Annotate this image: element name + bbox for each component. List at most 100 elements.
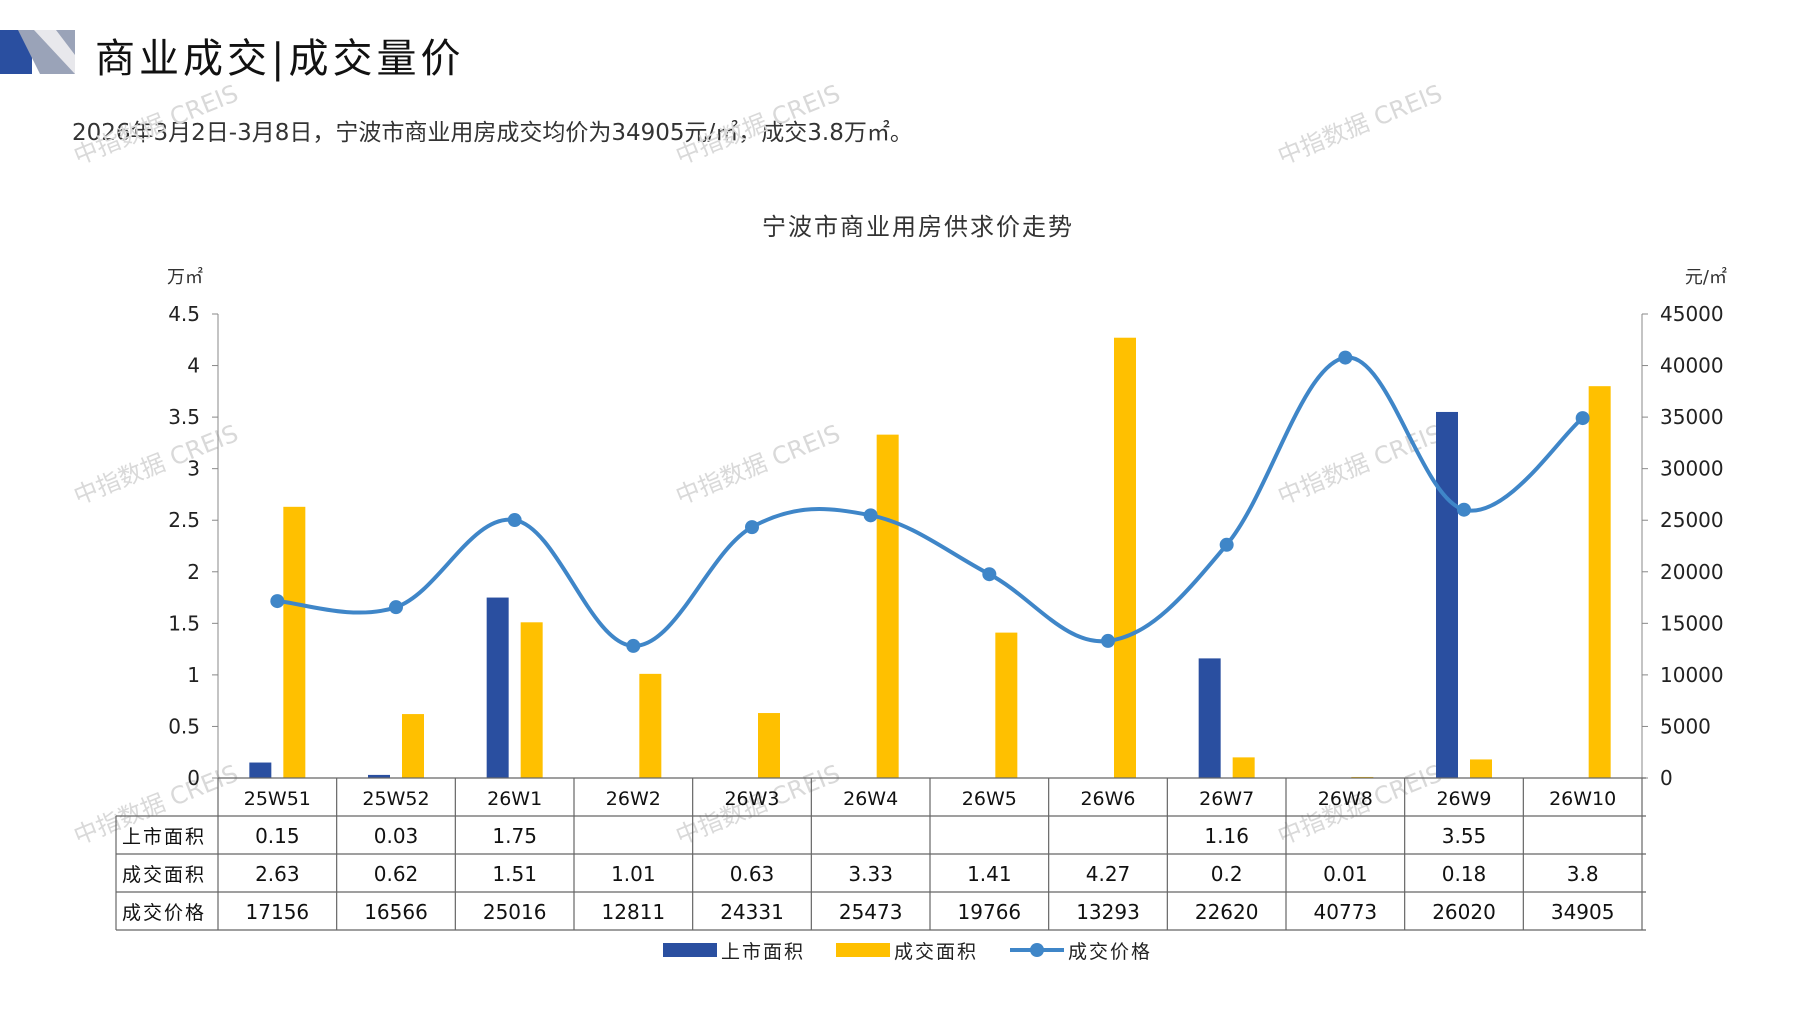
x-tick-label: 26W2 [606,788,661,810]
table-series-name: 上市面积 [122,826,206,848]
left-tick-label: 3 [187,457,200,481]
x-tick-label: 26W4 [843,788,898,810]
point-deal-price [1338,350,1353,365]
point-deal-price [1101,633,1115,648]
left-axis-unit: 万㎡ [167,266,203,288]
data-label: 25016 [483,900,547,924]
data-label: 2.63 [255,862,300,886]
data-label: 25473 [839,900,903,924]
data-label: 3.55 [1442,824,1487,848]
x-tick-label: 26W10 [1549,788,1616,810]
data-label: 16566 [364,900,428,924]
data-label: 40773 [1314,900,1378,924]
right-tick-label: 15000 [1660,611,1724,635]
data-label: 26020 [1432,900,1496,924]
legend-label: 成交价格 [1068,941,1152,963]
data-label: 4.27 [1086,862,1131,886]
bar-deal-area [1588,386,1611,778]
data-label: 1.01 [611,862,656,886]
point-deal-price [745,520,759,535]
right-tick-label: 45000 [1660,302,1724,326]
legend-key-marker [1030,943,1044,957]
left-tick-label: 0 [187,766,200,790]
bar-deal-area [995,632,1018,778]
data-label: 1.16 [1204,824,1249,848]
right-axis-unit: 元/㎡ [1685,266,1727,288]
data-label: 0.62 [374,862,419,886]
left-tick-label: 4.5 [168,302,200,326]
data-label: 3.8 [1567,862,1599,886]
bar-deal-area [1114,337,1136,778]
data-label: 34905 [1551,900,1615,924]
legend-key [836,943,890,957]
data-label: 1.41 [967,862,1012,886]
watermark-text: 中指数据 CREIS [70,79,242,170]
point-deal-price [863,508,878,523]
right-tick-label: 0 [1660,766,1673,790]
bar-deal-area [283,506,306,778]
data-label: 0.63 [730,862,775,886]
data-label: 0.01 [1323,862,1368,886]
data-label: 13293 [1076,900,1140,924]
data-label: 0.03 [374,824,419,848]
point-deal-price [982,567,997,582]
right-tick-label: 10000 [1660,663,1724,687]
bar-deal-area [876,434,899,778]
point-deal-price [270,594,285,609]
point-deal-price [626,638,641,653]
data-label: 3.33 [848,862,893,886]
point-deal-price [1575,411,1590,426]
x-tick-label: 26W8 [1318,788,1373,810]
left-tick-label: 0.5 [168,714,200,738]
x-tick-label: 26W6 [1080,788,1135,810]
bar-supply-area [1436,411,1458,778]
watermark-text: 中指数据 CREIS [1274,79,1446,170]
data-label: 17156 [246,900,310,924]
data-label: 12811 [602,900,666,924]
x-tick-label: 26W3 [724,788,779,810]
bar-supply-area [368,774,390,778]
data-label: 1.75 [492,824,537,848]
legend-label: 成交面积 [894,941,978,963]
data-label: 0.2 [1211,862,1243,886]
right-tick-label: 5000 [1660,714,1711,738]
watermark-text: 中指数据 CREIS [672,419,844,510]
page-header: 商业成交|成交量价 [0,22,700,82]
x-tick-label: 26W7 [1199,788,1254,810]
page-title: 商业成交|成交量价 [95,36,465,82]
bar-deal-area [402,714,424,778]
line-deal-price [277,355,1584,648]
bar-deal-area [758,713,780,778]
x-tick-label: 26W1 [487,788,542,810]
bar-supply-area [249,762,272,778]
bar-supply-area [486,597,509,778]
header-logo-mark [0,30,75,74]
right-tick-label: 35000 [1660,405,1724,429]
data-label: 0.15 [255,824,300,848]
bar-deal-area [1232,757,1255,778]
x-tick-label: 25W52 [362,788,429,810]
right-tick-label: 40000 [1660,354,1724,378]
right-tick-label: 25000 [1660,508,1724,532]
point-deal-price [389,600,403,615]
summary-text: 2026年3月2日-3月8日，宁波市商业用房成交均价为34905元/㎡，成交3.… [72,120,913,146]
bar-deal-area [639,673,662,778]
right-tick-label: 30000 [1660,457,1724,481]
point-deal-price [1457,502,1471,517]
data-label: 1.51 [492,862,537,886]
bar-supply-area [1198,658,1221,778]
x-tick-label: 25W51 [244,788,311,810]
chart-title: 宁波市商业用房供求价走势 [762,213,1074,241]
data-label: 24331 [720,900,784,924]
left-tick-label: 1.5 [168,611,200,635]
data-label: 22620 [1195,900,1259,924]
bar-deal-area [520,622,543,778]
data-label: 19766 [958,900,1022,924]
data-label: 0.18 [1442,862,1487,886]
x-tick-label: 26W9 [1436,788,1491,810]
legend-key [663,943,717,957]
bar-deal-area [1470,759,1492,778]
watermark-text: 中指数据 CREIS [672,79,844,170]
left-tick-label: 2.5 [168,508,200,532]
